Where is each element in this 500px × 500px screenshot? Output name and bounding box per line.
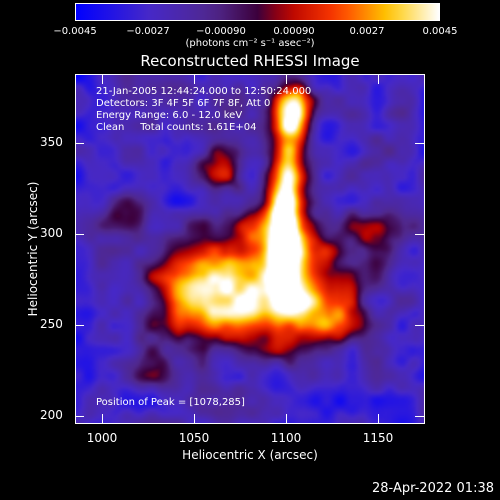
footer-date: 28-Apr-2022 01:38 (372, 481, 494, 496)
image-title: Reconstructed RHESSI Image (140, 52, 360, 70)
x-tick-mark (194, 75, 195, 84)
colorbar-tick: 0.0027 (349, 26, 385, 37)
x-tick-mark (286, 75, 287, 84)
colorbar-tick: −0.00090 (196, 26, 246, 37)
y-tick-label: 200 (40, 408, 63, 422)
x-tick-mark (194, 414, 195, 423)
y-tick-mark (415, 416, 424, 417)
colorbar-units: (photons cm⁻² s⁻¹ asec⁻²) (185, 38, 315, 49)
x-axis-label: Heliocentric X (arcsec) (182, 448, 318, 462)
y-axis-label: Heliocentric Y (arcsec) (26, 181, 40, 317)
x-tick-label: 1150 (362, 431, 394, 445)
y-tick-label: 300 (40, 226, 63, 240)
y-tick-mark (415, 234, 424, 235)
x-tick-label: 1050 (178, 431, 210, 445)
colorbar-tick: −0.0045 (53, 26, 97, 37)
colorbar-tick: −0.0027 (126, 26, 170, 37)
info-peak: Position of Peak = [1078,285] (96, 397, 245, 408)
colorbar-tick: 0.0045 (422, 26, 458, 37)
colorbar-tick: 0.00090 (273, 26, 315, 37)
colorbar (75, 3, 440, 21)
x-tick-mark (102, 414, 103, 423)
x-tick-mark (378, 75, 379, 84)
info-clean: Clean Total counts: 1.61E+04 (96, 122, 257, 133)
x-tick-mark (378, 414, 379, 423)
y-tick-mark (75, 234, 84, 235)
y-tick-mark (75, 416, 84, 417)
info-energy: Energy Range: 6.0 - 12.0 keV (96, 110, 243, 121)
y-tick-mark (415, 325, 424, 326)
y-tick-label: 350 (40, 135, 63, 149)
x-tick-label: 1100 (270, 431, 302, 445)
x-tick-label: 1000 (86, 431, 118, 445)
rhessi-image (76, 75, 424, 423)
y-tick-mark (75, 325, 84, 326)
x-tick-mark (102, 75, 103, 84)
x-tick-mark (286, 414, 287, 423)
info-detectors: Detectors: 3F 4F 5F 6F 7F 8F, Att 0 (96, 98, 271, 109)
y-tick-label: 250 (40, 317, 63, 331)
y-tick-mark (415, 143, 424, 144)
image-plot: 21-Jan-2005 12:44:24.000 to 12:50:24.000… (75, 74, 425, 424)
y-tick-mark (75, 143, 84, 144)
info-time: 21-Jan-2005 12:44:24.000 to 12:50:24.000 (96, 86, 312, 97)
